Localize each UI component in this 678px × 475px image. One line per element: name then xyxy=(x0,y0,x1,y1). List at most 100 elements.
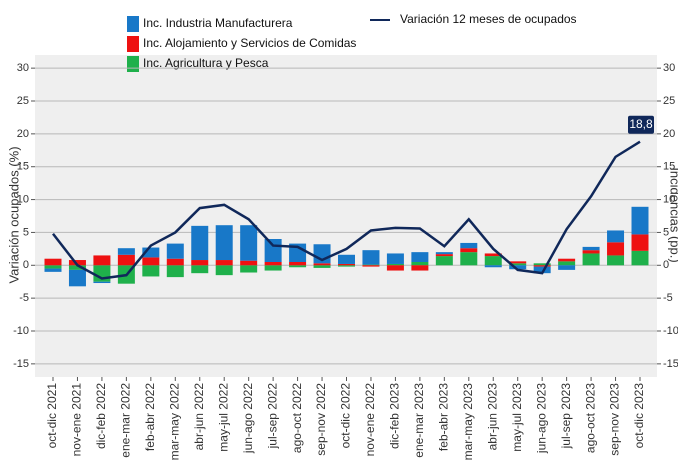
bar xyxy=(191,260,209,266)
legend-label: Variación 12 meses de ocupados xyxy=(400,12,577,26)
bar xyxy=(558,265,576,270)
bar xyxy=(93,281,111,284)
y-tick-label: -5 xyxy=(19,292,29,304)
y2-tick-label: -10 xyxy=(663,325,678,337)
bar xyxy=(411,262,429,266)
bar xyxy=(166,265,184,278)
legend-swatch xyxy=(127,36,139,52)
bar xyxy=(631,206,649,235)
bar xyxy=(68,265,86,270)
x-tick-label: sep-nov 2023 xyxy=(608,383,622,456)
x-tick-label: abr-jun 2022 xyxy=(192,383,206,451)
bar xyxy=(362,265,380,267)
bar xyxy=(484,265,502,268)
y-tick-label: 30 xyxy=(17,62,29,74)
bar xyxy=(240,260,258,266)
x-tick-label: oct-dic 2021 xyxy=(45,383,59,449)
bar xyxy=(68,260,86,266)
bar xyxy=(386,265,404,271)
x-tick-label: may-jul 2023 xyxy=(510,383,524,452)
bar xyxy=(582,250,600,254)
x-tick-label: ago-oct 2023 xyxy=(583,383,597,453)
y2-tick-label: 0 xyxy=(663,259,669,271)
bar xyxy=(68,269,86,287)
x-tick-label: abr-jun 2023 xyxy=(485,383,499,451)
x-tick-label: mar-may 2022 xyxy=(167,383,181,461)
x-tick-label: may-jul 2022 xyxy=(216,383,230,452)
bar xyxy=(607,255,625,266)
bar xyxy=(313,263,331,266)
bar xyxy=(264,262,282,266)
x-tick-label: jul-sep 2023 xyxy=(559,383,573,450)
x-tick-label: oct-dic 2023 xyxy=(632,383,646,449)
bar xyxy=(166,258,184,266)
x-tick-label: dic-feb 2022 xyxy=(94,383,108,449)
bar xyxy=(44,268,62,272)
bar xyxy=(289,265,307,268)
x-tick-label: oct-dic 2022 xyxy=(339,383,353,449)
bar xyxy=(215,260,233,266)
y-tick-label: 25 xyxy=(17,95,29,107)
bar xyxy=(362,264,380,266)
bar xyxy=(631,250,649,266)
bar xyxy=(117,254,135,266)
bar xyxy=(435,254,453,257)
legend-label: Inc. Industria Manufacturera xyxy=(143,16,293,30)
line xyxy=(52,140,641,280)
bar xyxy=(533,263,551,266)
x-tick-label: feb-abr 2023 xyxy=(437,383,451,451)
bar xyxy=(142,265,160,277)
y-tick-label: 5 xyxy=(23,226,29,238)
bar xyxy=(460,252,478,266)
bar xyxy=(338,265,355,267)
bar xyxy=(435,256,453,266)
bar xyxy=(533,265,551,267)
bar xyxy=(44,265,62,269)
bar xyxy=(631,234,649,251)
legend-label: Inc. Agricultura y Pesca xyxy=(143,56,269,70)
bar xyxy=(411,265,429,271)
bar xyxy=(191,225,209,261)
x-tick-label: jun-ago 2022 xyxy=(241,383,255,454)
plot-area xyxy=(35,55,657,377)
bar xyxy=(607,230,625,243)
bar xyxy=(142,257,160,266)
bar xyxy=(607,242,625,256)
bar xyxy=(509,265,527,270)
bar xyxy=(338,263,355,266)
bar xyxy=(558,261,576,266)
bar xyxy=(240,265,258,273)
bar xyxy=(386,253,404,264)
y-tick-label: -10 xyxy=(13,325,29,337)
bar xyxy=(484,253,502,257)
bar xyxy=(264,239,282,262)
y2-tick-label: 20 xyxy=(663,128,675,140)
y-tick-label: 20 xyxy=(17,128,29,140)
y2-axis-title: Incidencias (pp.) xyxy=(668,167,678,262)
y-axis-title: Variación ocupados (%) xyxy=(6,146,21,283)
bar xyxy=(44,258,62,266)
y2-tick-label: 5 xyxy=(663,226,669,238)
y-tick-label: -15 xyxy=(13,358,29,370)
bar xyxy=(117,248,135,255)
y-tick-label: 0 xyxy=(23,259,29,271)
x-tick-label: nov-ene 2022 xyxy=(363,383,377,457)
bar xyxy=(93,255,111,266)
y2-tick-label: 30 xyxy=(663,62,675,74)
y-tick-label: 15 xyxy=(17,161,29,173)
x-tick-label: ene-mar 2023 xyxy=(412,383,426,458)
bar xyxy=(582,246,600,251)
y2-tick-label: 25 xyxy=(663,95,675,107)
x-tick-label: nov-ene 2021 xyxy=(70,383,84,457)
bar xyxy=(215,225,233,261)
y2-tick-label: 10 xyxy=(663,193,675,205)
bar xyxy=(166,243,184,259)
legend-swatch xyxy=(127,56,139,72)
data-label-box xyxy=(628,115,654,134)
x-tick-label: mar-may 2023 xyxy=(461,383,475,461)
bar xyxy=(533,266,551,274)
bar xyxy=(411,252,429,262)
data-label: 18,8 xyxy=(629,117,653,131)
bar xyxy=(240,225,258,261)
